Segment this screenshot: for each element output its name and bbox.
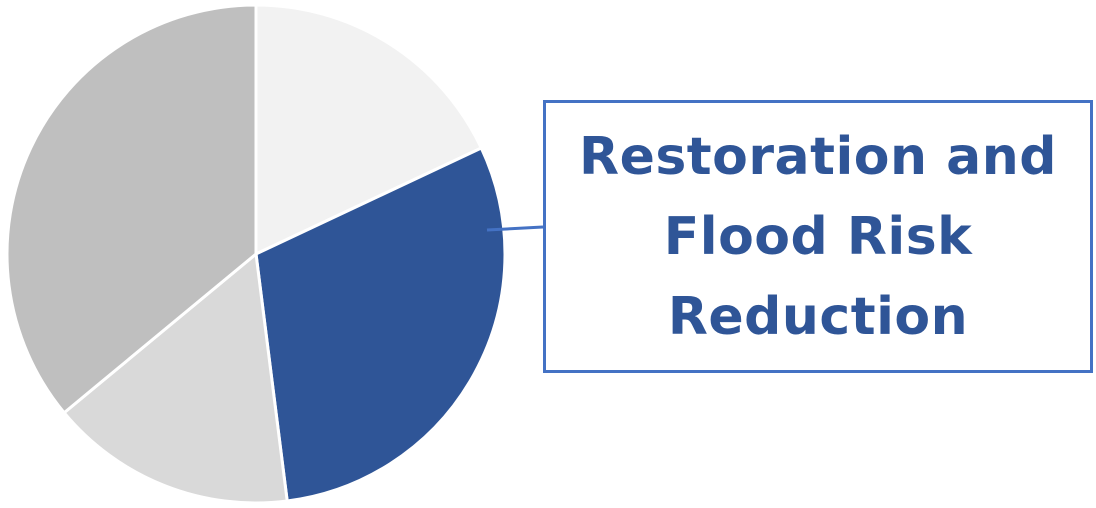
callout-line-2: Flood Risk: [663, 206, 973, 267]
pie-slices: [5, 3, 507, 505]
pie-slice-1: [254, 3, 483, 256]
callout-leader-line: [486, 225, 544, 232]
pie-slice-4: [5, 3, 258, 415]
callout-line-3: Reduction: [667, 286, 969, 347]
callout-label: Restoration and Flood Risk Reduction: [568, 117, 1068, 357]
pie-slice-2: [254, 146, 507, 503]
callout-box: Restoration and Flood Risk Reduction: [543, 100, 1093, 373]
callout-line-1: Restoration and: [579, 126, 1057, 187]
